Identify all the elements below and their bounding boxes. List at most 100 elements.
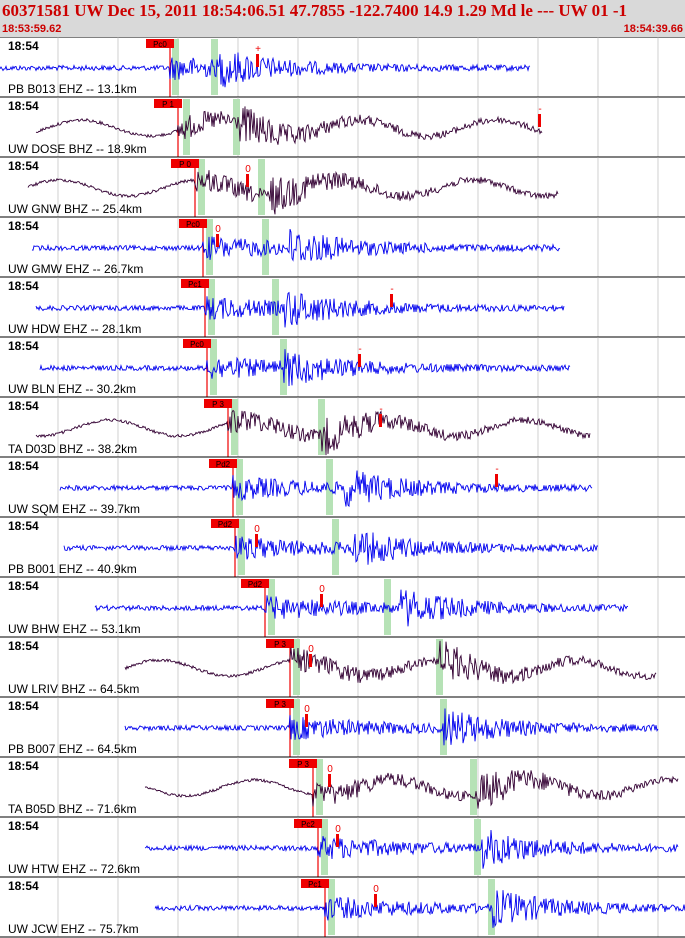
pick-flag[interactable] xyxy=(154,99,182,108)
pick-flag[interactable] xyxy=(181,279,209,288)
amplitude-label: 0 xyxy=(215,224,221,235)
seismogram-panel[interactable]: P 3 - xyxy=(0,396,685,457)
amplitude-label: - xyxy=(358,344,361,355)
pick-flag[interactable] xyxy=(294,819,322,828)
pick-label: P 0 xyxy=(179,160,191,169)
pick-label: Pd2 xyxy=(218,520,233,529)
amplitude-marker[interactable] xyxy=(390,294,393,307)
panel-time-label: 18:54 xyxy=(8,879,39,893)
seismogram-panel[interactable]: Pc1 - xyxy=(0,276,685,337)
pick-flag[interactable] xyxy=(289,759,317,768)
waveform-trace xyxy=(63,532,599,565)
phase-window xyxy=(321,819,328,875)
pick-flag[interactable] xyxy=(171,159,199,168)
waveform-trace xyxy=(144,770,679,809)
pick-flag[interactable] xyxy=(211,519,239,528)
phase-window xyxy=(293,639,300,695)
station-label: UW GMW EHZ -- 26.7km xyxy=(8,262,144,276)
seismogram-panel[interactable]: Pc0 0 xyxy=(0,216,685,277)
amplitude-marker[interactable] xyxy=(216,234,219,247)
end-time: 18:54:39.66 xyxy=(623,23,683,35)
seismogram-panel[interactable]: P 3 0 xyxy=(0,756,685,817)
pick-label: Pc0 xyxy=(153,40,167,49)
station-label: PB B007 EHZ -- 64.5km xyxy=(8,742,137,756)
amplitude-marker[interactable] xyxy=(246,174,249,187)
amplitude-label: - xyxy=(390,284,393,295)
seismogram-panel[interactable]: P 3 0 xyxy=(0,696,685,757)
pick-flag[interactable] xyxy=(209,459,237,468)
pick-flag[interactable] xyxy=(266,639,294,648)
seismogram-panel[interactable]: Pd2 - xyxy=(0,456,685,517)
amplitude-label: 0 xyxy=(335,824,341,835)
pick-flag[interactable] xyxy=(241,579,269,588)
amplitude-marker[interactable] xyxy=(309,654,312,667)
pick-flag[interactable] xyxy=(146,39,174,48)
panel-time-label: 18:54 xyxy=(8,279,39,293)
amplitude-label: - xyxy=(495,464,498,475)
seismogram-panel[interactable]: Pd2 0 xyxy=(0,516,685,577)
seismogram-canvas: Pc0 + P 1 - P 0 0 Pc0 0 Pc1 - Pc0 - P 3 - Pd2 - Pd2 0 Pd2 0… xyxy=(0,37,685,938)
station-label: UW BLN EHZ -- 30.2km xyxy=(8,382,137,396)
seismogram-panel[interactable]: P 3 0 xyxy=(0,636,685,697)
phase-window xyxy=(231,399,238,455)
waveform-trace xyxy=(35,409,591,456)
station-label: PB B013 EHZ -- 13.1km xyxy=(8,82,137,96)
amplitude-marker[interactable] xyxy=(538,114,541,127)
header-bar: 60371581 UW Dec 15, 2011 18:54:06.51 47.… xyxy=(0,0,685,37)
amplitude-marker[interactable] xyxy=(320,594,323,607)
phase-window xyxy=(262,219,269,275)
amplitude-marker[interactable] xyxy=(255,534,258,547)
pick-label: P 1 xyxy=(162,100,174,109)
station-label: UW JCW EHZ -- 75.7km xyxy=(8,922,139,936)
seismogram-panel[interactable]: Pc2 0 xyxy=(0,816,685,877)
pick-flag[interactable] xyxy=(183,339,211,348)
seismogram-panel[interactable]: Pc0 - xyxy=(0,336,685,397)
amplitude-marker[interactable] xyxy=(305,714,308,727)
panel-time-label: 18:54 xyxy=(8,699,39,713)
station-label: UW SQM EHZ -- 39.7km xyxy=(8,502,141,516)
pick-label: P 3 xyxy=(274,700,286,709)
pick-flag[interactable] xyxy=(266,699,294,708)
panel-time-label: 18:54 xyxy=(8,99,39,113)
amplitude-marker[interactable] xyxy=(336,834,339,847)
pick-flag[interactable] xyxy=(179,219,207,228)
amplitude-marker[interactable] xyxy=(328,774,331,787)
waveform-trace xyxy=(154,890,685,928)
seismogram-panel[interactable]: Pc1 0 xyxy=(0,876,685,937)
waveform-trace xyxy=(94,589,629,627)
amplitude-label: - xyxy=(379,404,382,415)
amplitude-label: + xyxy=(255,44,261,55)
seismogram-panel[interactable]: Pc0 + xyxy=(0,37,685,97)
amplitude-marker[interactable] xyxy=(379,414,382,427)
waveform-trace xyxy=(144,829,679,869)
waveform-trace xyxy=(27,170,559,215)
amplitude-marker[interactable] xyxy=(374,894,377,907)
amplitude-label: 0 xyxy=(254,524,260,535)
phase-window xyxy=(470,759,477,815)
panel-time-label: 18:54 xyxy=(8,819,39,833)
waveform-trace xyxy=(35,291,565,328)
panel-time-label: 18:54 xyxy=(8,219,39,233)
seismogram-panel[interactable]: P 1 - xyxy=(0,96,685,157)
pick-label: Pc1 xyxy=(188,280,202,289)
pick-flag[interactable] xyxy=(204,399,232,408)
phase-window xyxy=(280,339,287,395)
panel-time-label: 18:54 xyxy=(8,759,39,773)
pick-flag[interactable] xyxy=(301,879,329,888)
pick-label: P 3 xyxy=(274,640,286,649)
amplitude-label: - xyxy=(538,104,541,115)
amplitude-marker[interactable] xyxy=(495,474,498,487)
station-label: PB B001 EHZ -- 40.9km xyxy=(8,562,137,576)
seismogram-panel[interactable]: P 0 0 xyxy=(0,156,685,217)
panel-time-label: 18:54 xyxy=(8,519,39,533)
seismogram-panels[interactable]: Pc0 + P 1 - P 0 0 Pc0 0 Pc1 - Pc0 - P 3 - Pd2 - Pd2 0 Pd2 0… xyxy=(0,37,685,938)
station-label: TA D03D BHZ -- 38.2km xyxy=(8,442,138,456)
amplitude-marker[interactable] xyxy=(256,54,259,67)
seismogram-panel[interactable]: Pd2 0 xyxy=(0,576,685,637)
station-label: UW HTW EHZ -- 72.6km xyxy=(8,862,140,876)
amplitude-marker[interactable] xyxy=(358,354,361,367)
panel-time-label: 18:54 xyxy=(8,39,39,53)
phase-window xyxy=(326,459,333,515)
station-label: TA B05D BHZ -- 71.6km xyxy=(8,802,137,816)
pick-label: Pd2 xyxy=(216,460,231,469)
